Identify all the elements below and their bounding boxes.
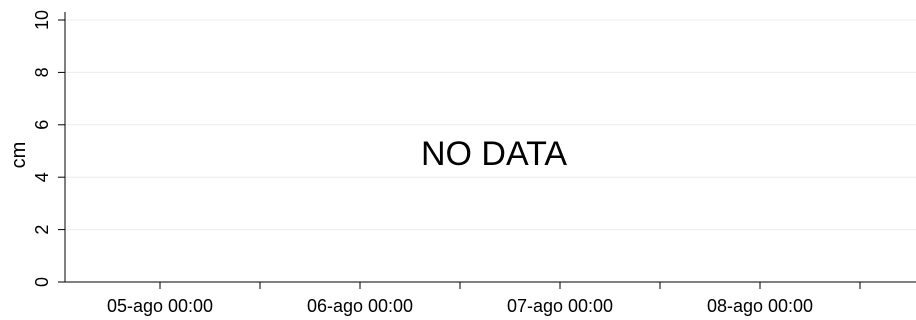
y-axis-title: cm [8, 142, 30, 169]
y-tick-label: 10 [32, 10, 52, 30]
y-tick-label: 4 [32, 172, 52, 182]
x-tick-label: 06-ago 00:00 [307, 296, 413, 316]
x-tick-label: 07-ago 00:00 [507, 296, 613, 316]
axis-layer [64, 12, 916, 283]
grid-layer [65, 19, 916, 231]
no-data-annotation: NO DATA [421, 135, 567, 173]
x-tick-label: 05-ago 00:00 [107, 296, 213, 316]
y-tick-label: 0 [32, 277, 52, 287]
y-tick-label: 2 [32, 225, 52, 235]
tick-layer: 0 2 4 6 8 10 05-ago 00:00 06-ago 00:00 07-ago 00… [32, 10, 861, 316]
y-tick-label: 8 [32, 67, 52, 77]
y-tick-label: 6 [32, 120, 52, 130]
x-tick-label: 08-ago 00:00 [707, 296, 813, 316]
